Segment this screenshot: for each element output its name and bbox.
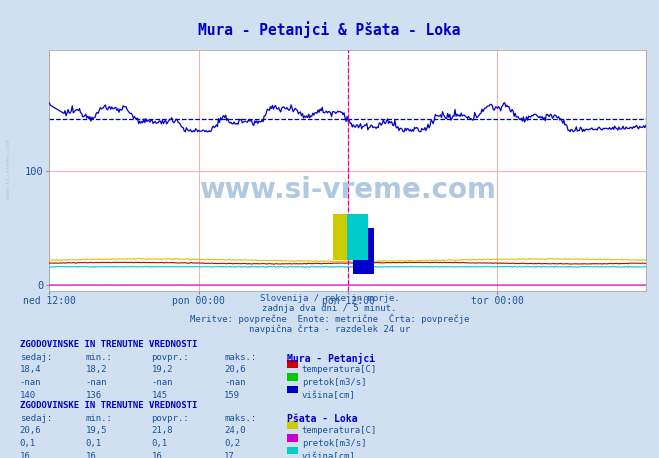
- Text: 21,8: 21,8: [152, 426, 173, 436]
- Text: -nan: -nan: [86, 378, 107, 387]
- Text: pretok[m3/s]: pretok[m3/s]: [302, 378, 366, 387]
- Text: višina[cm]: višina[cm]: [302, 452, 356, 458]
- Text: Mura - Petanjci: Mura - Petanjci: [287, 353, 375, 364]
- Text: 136: 136: [86, 391, 101, 400]
- Text: 24,0: 24,0: [224, 426, 246, 436]
- Text: Meritve: povprečne  Enote: metrične  Črta: povprečje: Meritve: povprečne Enote: metrične Črta:…: [190, 314, 469, 324]
- Text: -nan: -nan: [152, 378, 173, 387]
- Text: 159: 159: [224, 391, 240, 400]
- Text: temperatura[C]: temperatura[C]: [302, 426, 377, 436]
- Text: 20,6: 20,6: [224, 365, 246, 375]
- Text: 0,1: 0,1: [86, 439, 101, 448]
- Text: višina[cm]: višina[cm]: [302, 391, 356, 400]
- Text: 18,2: 18,2: [86, 365, 107, 375]
- Text: 16: 16: [20, 452, 30, 458]
- Text: 140: 140: [20, 391, 36, 400]
- Bar: [353, 228, 374, 274]
- Text: 18,4: 18,4: [20, 365, 42, 375]
- Text: Slovenija / reke in morje.: Slovenija / reke in morje.: [260, 294, 399, 303]
- Text: povpr.:: povpr.:: [152, 353, 189, 362]
- Text: min.:: min.:: [86, 353, 113, 362]
- Text: min.:: min.:: [86, 414, 113, 423]
- Text: 0,1: 0,1: [152, 439, 167, 448]
- Text: maks.:: maks.:: [224, 414, 256, 423]
- Text: sedaj:: sedaj:: [20, 414, 52, 423]
- Text: 20,6: 20,6: [20, 426, 42, 436]
- Text: pretok[m3/s]: pretok[m3/s]: [302, 439, 366, 448]
- Text: www.si-vreme.com: www.si-vreme.com: [6, 139, 11, 200]
- Text: 19,2: 19,2: [152, 365, 173, 375]
- Text: 16: 16: [86, 452, 96, 458]
- Text: Pšata - Loka: Pšata - Loka: [287, 414, 357, 424]
- Bar: [333, 214, 355, 260]
- Text: -nan: -nan: [20, 378, 42, 387]
- Text: 16: 16: [152, 452, 162, 458]
- Text: 19,5: 19,5: [86, 426, 107, 436]
- Text: sedaj:: sedaj:: [20, 353, 52, 362]
- Text: 145: 145: [152, 391, 167, 400]
- Text: 17: 17: [224, 452, 235, 458]
- Text: -nan: -nan: [224, 378, 246, 387]
- Text: temperatura[C]: temperatura[C]: [302, 365, 377, 375]
- Text: ZGODOVINSKE IN TRENUTNE VREDNOSTI: ZGODOVINSKE IN TRENUTNE VREDNOSTI: [20, 401, 197, 410]
- Text: ZGODOVINSKE IN TRENUTNE VREDNOSTI: ZGODOVINSKE IN TRENUTNE VREDNOSTI: [20, 340, 197, 349]
- Text: povpr.:: povpr.:: [152, 414, 189, 423]
- Text: www.si-vreme.com: www.si-vreme.com: [199, 176, 496, 204]
- Text: maks.:: maks.:: [224, 353, 256, 362]
- Text: 0,1: 0,1: [20, 439, 36, 448]
- Text: navpična črta - razdelek 24 ur: navpična črta - razdelek 24 ur: [249, 324, 410, 333]
- Text: 0,2: 0,2: [224, 439, 240, 448]
- Bar: [347, 214, 368, 260]
- Text: zadnja dva dni / 5 minut.: zadnja dva dni / 5 minut.: [262, 304, 397, 313]
- Text: Mura - Petanjci & Pšata - Loka: Mura - Petanjci & Pšata - Loka: [198, 22, 461, 38]
